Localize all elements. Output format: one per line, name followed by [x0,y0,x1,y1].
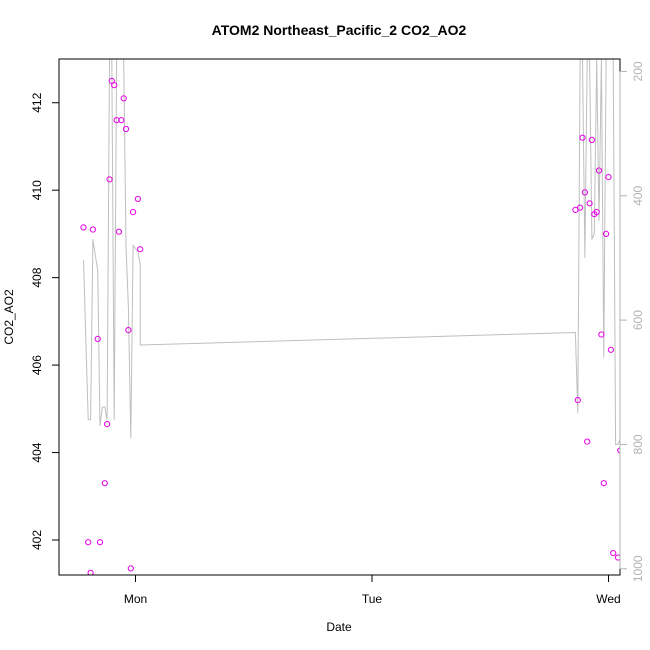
data-point [85,539,92,546]
y-tick-label: 406 [30,355,44,375]
data-point [605,174,612,181]
data-point [603,230,610,237]
y-tick-label: 408 [30,267,44,287]
plot-area [80,59,628,575]
data-point [584,438,591,445]
x-axis-label: Date [326,620,352,634]
y-tick-label: 412 [30,92,44,112]
y-axis-left: 402 404 406 408 410 412 [30,92,60,550]
data-point [577,204,584,211]
data-point [80,224,87,231]
x-tick-label: Tue [362,592,383,606]
data-point [579,134,586,141]
x-axis: Mon Tue Wed [124,574,621,606]
data-point [617,447,620,454]
data-point [614,554,620,561]
data-point [600,480,607,487]
data-point [610,550,617,557]
series-line [83,59,620,445]
data-point [598,331,605,338]
data-point [593,209,600,216]
y-tick-label: 402 [30,530,44,550]
data-point [87,569,94,575]
data-point [130,209,137,216]
y-tick-label: 410 [30,180,44,200]
data-point [96,539,104,546]
y-right-tick-label: 1000 [631,555,645,582]
data-point [586,200,593,207]
data-point [120,95,127,102]
data-point [101,480,108,487]
x-tick-label: Mon [124,592,147,606]
data-point [623,349,628,354]
data-point [111,82,118,89]
data-point [127,565,134,572]
data-point [94,335,101,342]
data-point [122,125,130,133]
chart-title: ATOM2 Northeast_Pacific_2 CO2_AO2 [212,22,467,38]
data-point [118,117,125,124]
y-right-tick-label: 600 [631,310,645,330]
y-axis-right: 200 400 600 800 1000 [619,61,645,582]
data-point [588,136,596,143]
y-tick-label: 404 [30,442,44,462]
data-point [574,397,581,404]
y-right-tick-label: 400 [631,185,645,205]
y-right-tick-label: 200 [631,61,645,81]
data-point [137,246,144,253]
y-right-tick-label: 800 [631,434,645,454]
data-point [595,167,603,174]
data-point [607,346,615,353]
data-point [581,189,589,196]
x-tick-label: Wed [596,592,620,606]
data-point [115,228,123,235]
data-point [134,195,141,202]
data-point [125,327,132,334]
data-point [106,176,113,183]
y-axis-label: CO2_AO2 [2,289,16,345]
data-point [104,421,111,428]
data-point [89,226,97,233]
plot-frame [58,58,621,576]
